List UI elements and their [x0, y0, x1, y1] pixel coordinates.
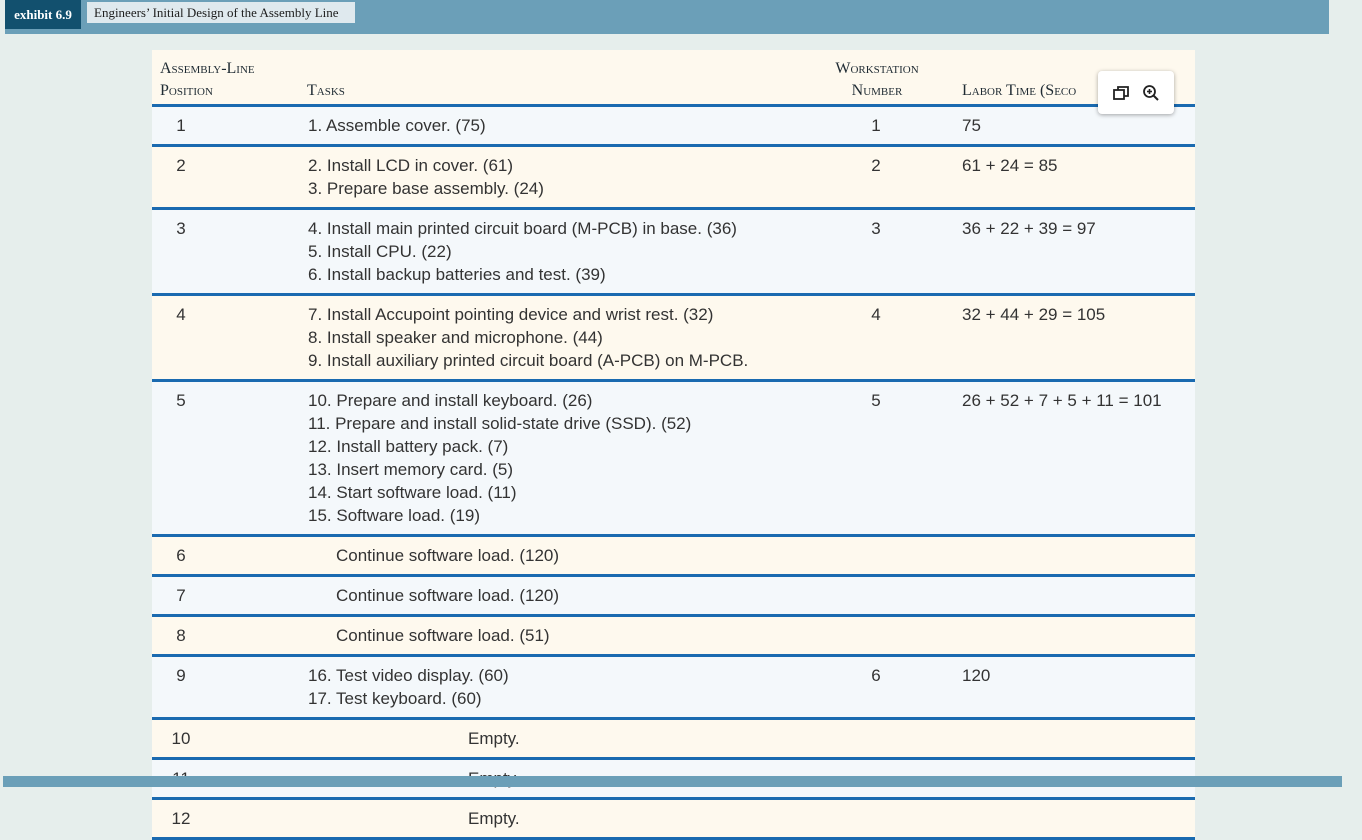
labor-time-cell: 75: [962, 116, 981, 135]
task-item: 2. Install LCD in cover. (61): [308, 156, 514, 175]
image-tools-popup: [1098, 71, 1174, 114]
header-tasks: Tasks: [307, 82, 345, 99]
table-row: 12 Empty.: [152, 800, 1195, 840]
position-cell: 9: [176, 666, 186, 685]
exhibit-number: exhibit 6.9: [5, 0, 81, 29]
task-item: 12. Install battery pack. (7): [308, 437, 509, 456]
table-row: 9 16. Test video display. (60) 17. Test ke…: [152, 657, 1195, 720]
task-item: 17. Test keyboard. (60): [308, 689, 482, 708]
task-item: 6. Install backup batteries and test. (3…: [308, 265, 606, 284]
exhibit-title: Engineers’ Initial Design of the Assembl…: [87, 2, 355, 23]
workstation-cell: [790, 537, 962, 574]
header-workstation-line1: Workstation: [835, 60, 919, 77]
task-item: 9. Install auxiliary printed circuit boa…: [308, 351, 749, 370]
workstation-cell: [790, 720, 962, 757]
table-row: 3 4. Install main printed circuit board (…: [152, 210, 1195, 296]
assembly-line-table: Assembly-Line Position Tasks Workstation…: [152, 50, 1195, 840]
restore-window-icon[interactable]: [1110, 82, 1132, 104]
task-item: 3. Prepare base assembly. (24): [308, 179, 544, 198]
table-row: 10 Empty.: [152, 720, 1195, 760]
task-item: 7. Install Accupoint pointing device and…: [308, 305, 714, 324]
header-position-line2: Position: [160, 82, 213, 99]
tasks-cell: 10. Prepare and install keyboard. (26) 11…: [210, 382, 790, 534]
task-item: 11. Prepare and install solid-state driv…: [308, 414, 692, 433]
task-item: 8. Install speaker and microphone. (44): [308, 328, 603, 347]
position-cell: 6: [176, 546, 186, 565]
table-row: 8 Continue software load. (51): [152, 617, 1195, 657]
header-workstation: Workstation Number: [792, 58, 962, 102]
header-workstation-line2: Number: [851, 82, 903, 99]
header-labor-time: Labor Time (Seco: [962, 82, 1077, 99]
tasks-cell: 2. Install LCD in cover. (61) 3. Prepare …: [210, 147, 790, 207]
workstation-cell: 4: [871, 305, 881, 324]
tasks-cell: 16. Test video display. (60) 17. Test key…: [210, 657, 790, 717]
table-row: 6 Continue software load. (120): [152, 537, 1195, 577]
position-cell: 7: [176, 586, 186, 605]
task-item: Continue software load. (51): [336, 626, 550, 645]
workstation-cell: 6: [871, 666, 881, 685]
workstation-cell: [790, 617, 962, 654]
table-row: 7 Continue software load. (120): [152, 577, 1195, 617]
position-cell: 1: [176, 116, 186, 135]
table-row: 1 1. Assemble cover. (75) 1 75: [152, 107, 1195, 147]
task-item: 15. Software load. (19): [308, 506, 480, 525]
task-item: Continue software load. (120): [336, 586, 560, 605]
tasks-cell: Empty.: [210, 800, 790, 837]
tasks-cell: 7. Install Accupoint pointing device and…: [210, 296, 790, 379]
position-cell: 3: [176, 219, 186, 238]
header-position: Assembly-Line Position: [160, 58, 255, 102]
task-item: 5. Install CPU. (22): [308, 242, 452, 261]
tasks-cell: 1. Assemble cover. (75): [210, 107, 790, 144]
labor-time-cell: 36 + 22 + 39 = 97: [962, 219, 1096, 238]
table-row: 2 2. Install LCD in cover. (61) 3. Prepare…: [152, 147, 1195, 210]
position-cell: 10: [171, 729, 191, 748]
position-cell: 4: [176, 305, 186, 324]
task-item: 16. Test video display. (60): [308, 666, 509, 685]
tasks-cell: Continue software load. (120): [210, 577, 790, 614]
tasks-cell: Continue software load. (51): [210, 617, 790, 654]
workstation-cell: 2: [871, 156, 881, 175]
workstation-cell: 1: [871, 116, 881, 135]
task-item: Empty.: [468, 809, 520, 828]
table-body: 1 1. Assemble cover. (75) 1 75 2 2. Install L…: [152, 107, 1195, 840]
task-item: 10. Prepare and install keyboard. (26): [308, 391, 593, 410]
task-item: Continue software load. (120): [336, 546, 560, 565]
task-item: 1. Assemble cover. (75): [308, 116, 486, 135]
tasks-cell: 4. Install main printed circuit board (M…: [210, 210, 790, 293]
position-cell: 8: [176, 626, 186, 645]
header-position-line1: Assembly-Line: [160, 60, 255, 77]
labor-time-cell: 26 + 52 + 7 + 5 + 11 = 101: [962, 391, 1162, 410]
labor-time-cell: 32 + 44 + 29 = 105: [962, 305, 1106, 324]
table-row: 4 7. Install Accupoint pointing device an…: [152, 296, 1195, 382]
labor-time-cell: 61 + 24 = 85: [962, 156, 1058, 175]
task-item: 13. Insert memory card. (5): [308, 460, 514, 479]
position-cell: 2: [176, 156, 186, 175]
table-row: 5 10. Prepare and install keyboard. (26) 1…: [152, 382, 1195, 537]
labor-time-cell: 120: [962, 666, 991, 685]
task-item: 14. Start software load. (11): [308, 483, 517, 502]
task-item: Empty.: [468, 729, 520, 748]
exhibit-footer-bar: [3, 776, 1342, 787]
table-header: Assembly-Line Position Tasks Workstation…: [152, 50, 1195, 107]
workstation-cell: [790, 800, 962, 837]
workstation-cell: 5: [871, 391, 881, 410]
task-item: 4. Install main printed circuit board (M…: [308, 219, 737, 238]
position-cell: 5: [176, 391, 186, 410]
tasks-cell: Empty.: [210, 720, 790, 757]
zoom-in-icon[interactable]: [1140, 82, 1162, 104]
workstation-cell: [790, 577, 962, 614]
tasks-cell: Continue software load. (120): [210, 537, 790, 574]
workstation-cell: 3: [871, 219, 881, 238]
position-cell: 12: [171, 809, 191, 828]
